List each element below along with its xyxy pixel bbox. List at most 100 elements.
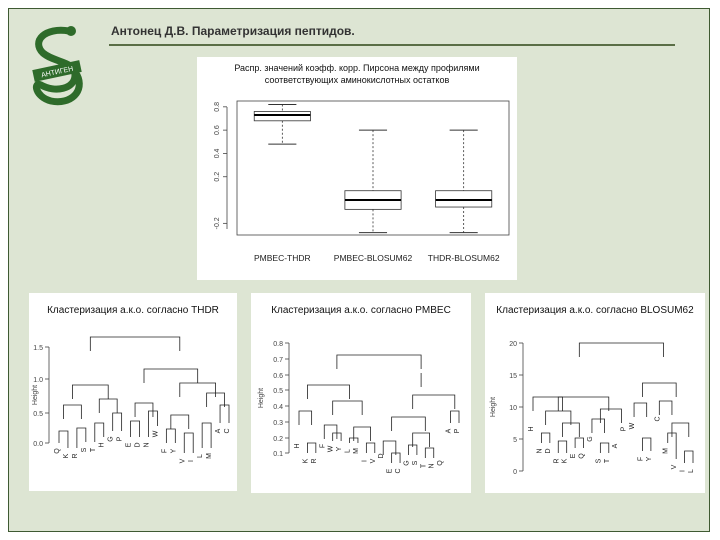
y-tick-label: 0.2 (214, 172, 221, 182)
leaf-label: L (197, 454, 204, 458)
leaf-label: R (72, 453, 79, 458)
y-axis-title: Height (490, 397, 497, 417)
dendrogram-branch (323, 424, 338, 439)
dendrogram-branch (89, 336, 181, 351)
boxplot-title-line2: соответствующих аминокислотных остатков (264, 75, 450, 85)
leaf-label: A (215, 428, 222, 433)
leaf-label: K (562, 458, 569, 463)
y-tick-label: -0.2 (214, 217, 221, 229)
y-tick-label: 0.0 (33, 441, 43, 448)
leaf-label: N (536, 448, 543, 453)
dendrogram-branch (642, 382, 677, 397)
dendrogram-branch (307, 442, 317, 453)
leaf-label: T (420, 463, 427, 468)
dendrogram-branch (671, 422, 690, 437)
boxplot-chart: -0.2 0.2 0.4 0.6 0.8 PMBEC-THDR PMBEC-BLOSUM62… (214, 100, 510, 263)
leaf-label: E (387, 468, 394, 473)
dendrogram-panel-thdr: Кластеризация а.к.о. согласно THDR 0.0 0.… (29, 293, 237, 491)
y-tick-label: 0.6 (273, 373, 283, 380)
dendrogram-branch (183, 432, 194, 453)
leaf-label: N (143, 442, 150, 447)
leaf-label: D (545, 448, 552, 453)
dendrogram-branch (658, 400, 673, 415)
dendrogram-branch (134, 402, 154, 417)
dendrogram-branch (391, 416, 426, 431)
leaf-label: T (604, 458, 611, 463)
dendrogram-branch (143, 368, 199, 383)
dendrogram-branch (63, 404, 82, 419)
leaf-label: N (429, 463, 436, 468)
y-tick-label: 20 (509, 341, 517, 348)
leaf-label: S (412, 460, 419, 465)
dendrogram-branch (112, 412, 123, 431)
leaf-label: W (152, 430, 159, 437)
dendrogram-branch (578, 342, 664, 357)
leaf-label: G (403, 460, 410, 465)
dendrogram-branch (541, 432, 551, 443)
leaf-label: C (395, 468, 402, 473)
y-tick-label: 0.3 (273, 420, 283, 427)
dendrogram-branch (599, 408, 622, 423)
dendrogram-branch (94, 422, 105, 442)
dendrogram-branch (382, 440, 397, 455)
dendrogram-branch (201, 422, 212, 448)
leaf-label: K (302, 458, 309, 463)
dendrogram-branch (633, 402, 648, 417)
leaf-label: G (108, 436, 115, 441)
dendrogram-branch (170, 414, 190, 429)
y-tick-label: 0.5 (33, 411, 43, 418)
y-axis-title: Height (32, 385, 39, 405)
leaf-label: H (99, 442, 106, 447)
leaf-label: A (446, 428, 453, 433)
leaf-label: I (680, 470, 687, 472)
leaf-label: P (454, 428, 461, 433)
leaf-label: Q (579, 453, 586, 459)
leaf-label: I (361, 460, 368, 462)
dendrogram-branch (353, 426, 371, 441)
dendrogram-branch (532, 396, 563, 411)
y-tick-label: 1.5 (33, 345, 43, 352)
dendrogram-title-blosum62: Кластеризация а.к.о. согласно BLOSUM62 (496, 305, 694, 316)
dendrogram-branch (557, 396, 610, 411)
leaf-label: C (224, 428, 231, 433)
dendrogram-branch (332, 400, 363, 415)
dendrogram-branch (98, 398, 118, 413)
leaf-label: K (63, 453, 70, 458)
leaf-label: M (353, 448, 360, 454)
slide: АНТИГЕН Антонец Д.В. Параметризация пепт… (8, 8, 710, 532)
leaf-label: W (629, 422, 636, 429)
leaf-label: Y (646, 456, 653, 461)
y-tick-label: 10 (509, 405, 517, 412)
dendrogram-branch (557, 440, 568, 453)
leaf-label: Y (170, 448, 177, 453)
y-tick-label: 0.4 (214, 148, 221, 158)
dendrogram-branch (412, 432, 430, 447)
leaf-label: L (345, 449, 352, 453)
y-tick-label: 0.4 (273, 404, 283, 411)
leaf-label: F (319, 444, 326, 448)
dendrogram-branch (130, 420, 140, 437)
dendrogram-branch (562, 422, 580, 437)
dendrogram-branch (684, 450, 694, 463)
y-tick-label: 0 (513, 469, 517, 476)
dendrogram-panel-pmbec: Кластеризация а.к.о. согласно PMBEC 0.1 0… (251, 293, 471, 493)
snake-logo-icon: АНТИГЕН (32, 26, 83, 106)
leaf-label: I (188, 460, 195, 462)
y-tick-label: 15 (509, 373, 517, 380)
category-label: THDR-BLOSUM62 (428, 253, 500, 263)
leaf-label: Q (54, 448, 61, 454)
dendrogram-title-pmbec: Кластеризация а.к.о. согласно PMBEC (271, 305, 451, 316)
y-tick-label: 0.2 (273, 436, 283, 443)
y-tick-label: 0.8 (273, 341, 283, 348)
leaf-label: G (587, 436, 594, 441)
leaf-label: E (570, 453, 577, 458)
leaf-label: F (161, 449, 168, 453)
dendrogram-branch (298, 410, 313, 425)
boxplot-title-line1: Распр. значений коэфф. корр. Пирсона меж… (234, 63, 480, 73)
dendrogram-branch (76, 427, 87, 448)
dendrogram-branch (219, 404, 230, 423)
leaf-label: V (179, 458, 186, 463)
leaf-label: H (294, 443, 301, 448)
y-tick-label: 5 (513, 437, 517, 444)
leaf-label: D (378, 453, 385, 458)
